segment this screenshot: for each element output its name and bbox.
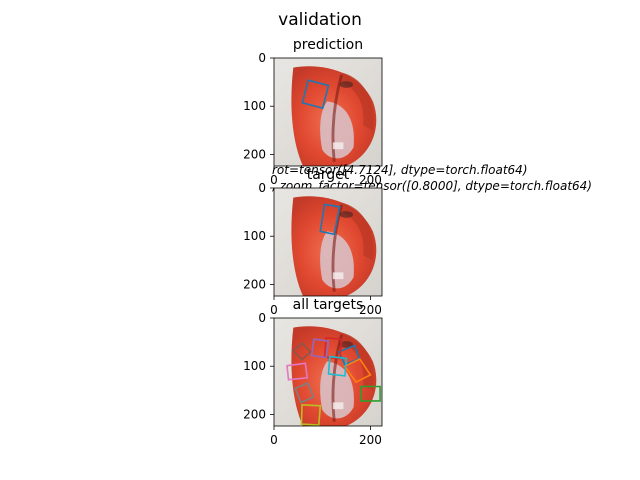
- cap-visor: [339, 332, 374, 391]
- y-tick-label: 200: [243, 277, 266, 291]
- bbox-9: [300, 403, 322, 426]
- axes-frame: [273, 317, 383, 427]
- cap-seam: [331, 334, 343, 422]
- x-tick-label: 0: [270, 433, 278, 447]
- bbox-6: [292, 341, 312, 361]
- bbox-1: [301, 79, 330, 110]
- y-tick-label: 100: [243, 99, 266, 113]
- cap-seam: [331, 74, 343, 162]
- cap-logo: [339, 341, 354, 348]
- cap-tag: [332, 402, 344, 410]
- cap-tag: [332, 272, 344, 280]
- x-tick-label: 0: [270, 303, 278, 317]
- subplot-title: target: [307, 167, 350, 183]
- y-tick-label: 100: [243, 229, 266, 243]
- cap-logo: [339, 81, 354, 88]
- cap-logo: [339, 211, 354, 218]
- cap-lining: [320, 231, 354, 289]
- bbox-10: [327, 355, 348, 377]
- subplot-1: 0 200 0 100 200 prediction rot=tensor([4.7124]…: [243, 37, 592, 193]
- bbox-1: [319, 203, 341, 236]
- x-tick-label: 200: [359, 173, 382, 187]
- y-tick-label: 200: [243, 147, 266, 161]
- cap-lining: [320, 101, 354, 159]
- bbox-8: [294, 382, 315, 404]
- y-tick-label: 200: [243, 407, 266, 421]
- subplot-title: all targets: [293, 297, 364, 313]
- figure-suptitle: validation: [278, 10, 362, 30]
- cap-visor: [339, 72, 374, 131]
- subplot-2: 0 200 0 100 200 target: [243, 167, 383, 317]
- x-tick-label: 200: [359, 303, 382, 317]
- bbox-5: [310, 338, 330, 359]
- y-tick-label: 0: [258, 51, 266, 65]
- transform-annotation-line: rot=tensor([4.7124], dtype=torch.float64…: [272, 163, 528, 177]
- subplot-title: prediction: [293, 37, 363, 53]
- y-tick-label: 0: [258, 181, 266, 195]
- cap-tag: [332, 142, 344, 150]
- cap-seam: [331, 204, 343, 292]
- axes-frame: [273, 187, 383, 297]
- x-tick-label: 0: [270, 173, 278, 187]
- bbox-7: [286, 362, 309, 381]
- y-tick-label: 0: [258, 311, 266, 325]
- y-tick-label: 100: [243, 359, 266, 373]
- axes-frame: [273, 57, 383, 167]
- bbox-2: [343, 357, 372, 384]
- x-tick-label: 200: [359, 433, 382, 447]
- bbox-3: [359, 385, 381, 402]
- cap-visor: [339, 202, 374, 261]
